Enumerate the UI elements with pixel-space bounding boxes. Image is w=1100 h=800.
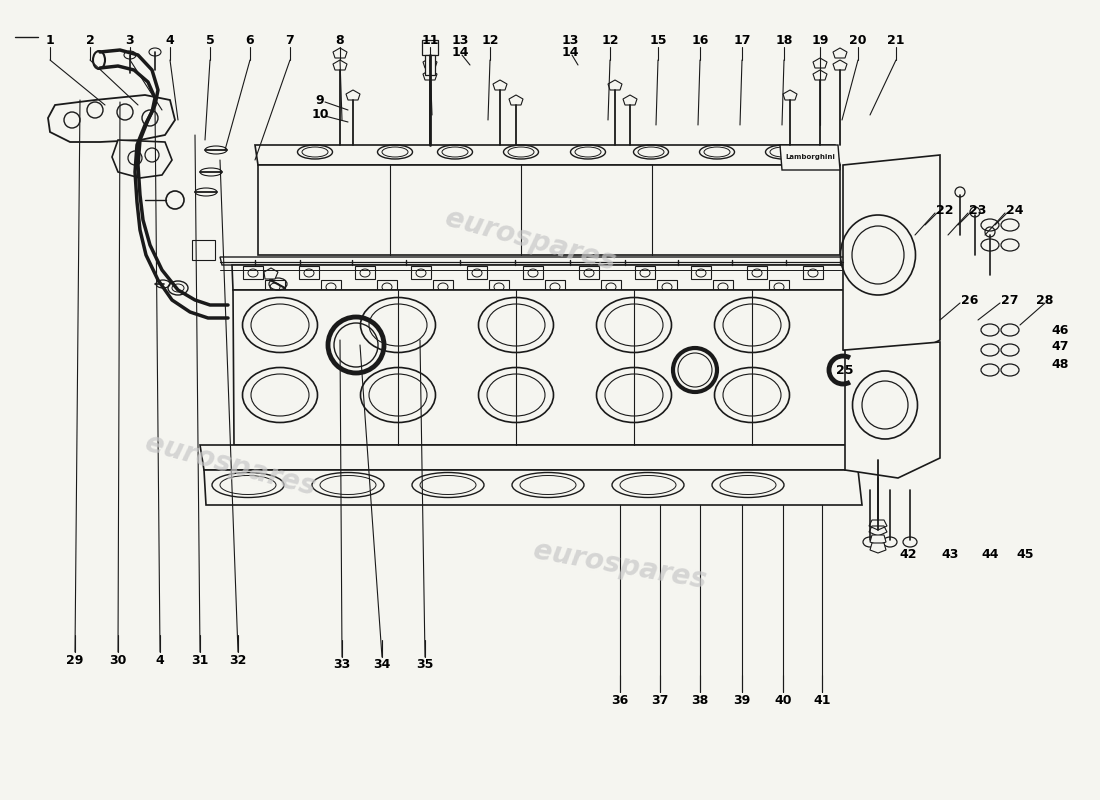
Text: 47: 47 — [1052, 341, 1069, 354]
Text: 2: 2 — [86, 34, 95, 46]
Text: 22: 22 — [936, 203, 954, 217]
Polygon shape — [845, 342, 940, 478]
Polygon shape — [870, 543, 886, 553]
Text: 28: 28 — [1036, 294, 1054, 306]
Text: 15: 15 — [649, 34, 667, 46]
Text: 25: 25 — [836, 363, 854, 377]
Text: 4: 4 — [155, 654, 164, 666]
Polygon shape — [783, 90, 798, 100]
Text: 36: 36 — [612, 694, 628, 706]
Text: 45: 45 — [1016, 549, 1034, 562]
Polygon shape — [333, 60, 346, 70]
Text: 4: 4 — [166, 34, 175, 46]
Text: 9: 9 — [316, 94, 324, 106]
Polygon shape — [833, 60, 847, 70]
Polygon shape — [258, 165, 840, 255]
Text: 34: 34 — [373, 658, 390, 671]
Text: 29: 29 — [66, 654, 84, 666]
Text: 42: 42 — [900, 549, 916, 562]
Polygon shape — [425, 55, 435, 75]
Polygon shape — [422, 40, 438, 55]
Polygon shape — [608, 80, 622, 90]
Text: eurospares: eurospares — [531, 536, 708, 594]
Text: 43: 43 — [942, 549, 959, 562]
Text: 27: 27 — [1001, 294, 1019, 306]
Text: 12: 12 — [482, 34, 498, 46]
Polygon shape — [843, 155, 940, 360]
Text: eurospares: eurospares — [441, 204, 618, 276]
Text: 7: 7 — [286, 34, 295, 46]
Text: eurospares: eurospares — [142, 429, 318, 502]
Text: 48: 48 — [1052, 358, 1069, 370]
Polygon shape — [232, 265, 850, 290]
Polygon shape — [780, 145, 840, 170]
Text: 16: 16 — [691, 34, 708, 46]
Polygon shape — [200, 445, 858, 470]
Text: 14: 14 — [561, 46, 579, 58]
Text: 1: 1 — [45, 34, 54, 46]
Text: 3: 3 — [125, 34, 134, 46]
Polygon shape — [255, 145, 840, 165]
Text: 10: 10 — [311, 109, 329, 122]
Polygon shape — [333, 48, 346, 58]
Text: 31: 31 — [191, 654, 209, 666]
Polygon shape — [424, 70, 437, 80]
Text: 30: 30 — [109, 654, 126, 666]
Text: 14: 14 — [451, 46, 469, 58]
Text: 46: 46 — [1052, 323, 1069, 337]
Polygon shape — [813, 70, 827, 80]
Text: 6: 6 — [245, 34, 254, 46]
Text: 44: 44 — [981, 549, 999, 562]
Text: 17: 17 — [734, 34, 750, 46]
Polygon shape — [220, 257, 848, 265]
Text: 19: 19 — [812, 34, 828, 46]
Text: 39: 39 — [734, 694, 750, 706]
Text: 24: 24 — [1006, 203, 1024, 217]
Polygon shape — [48, 95, 175, 142]
Text: 26: 26 — [961, 294, 979, 306]
Polygon shape — [204, 470, 862, 505]
Text: Lamborghini: Lamborghini — [785, 154, 835, 160]
Polygon shape — [813, 58, 827, 68]
Text: 12: 12 — [602, 34, 618, 46]
Text: 37: 37 — [651, 694, 669, 706]
Polygon shape — [264, 268, 278, 279]
Polygon shape — [870, 535, 886, 545]
Text: 13: 13 — [451, 34, 469, 46]
Text: 18: 18 — [776, 34, 793, 46]
Text: 38: 38 — [692, 694, 708, 706]
Text: 41: 41 — [813, 694, 830, 706]
Text: 40: 40 — [774, 694, 792, 706]
Text: 13: 13 — [561, 34, 579, 46]
Polygon shape — [112, 140, 172, 178]
Text: 21: 21 — [888, 34, 904, 46]
Text: 11: 11 — [421, 34, 439, 46]
Polygon shape — [493, 80, 507, 90]
Text: 8: 8 — [336, 34, 344, 46]
Polygon shape — [346, 90, 360, 100]
Text: 35: 35 — [416, 658, 433, 671]
Polygon shape — [833, 48, 847, 58]
Text: 5: 5 — [206, 34, 214, 46]
Polygon shape — [424, 58, 437, 68]
Polygon shape — [623, 95, 637, 105]
Text: 23: 23 — [969, 203, 987, 217]
Polygon shape — [509, 95, 522, 105]
Polygon shape — [233, 290, 852, 445]
Text: 32: 32 — [229, 654, 246, 666]
Text: 20: 20 — [849, 34, 867, 46]
Polygon shape — [192, 240, 215, 260]
Text: 33: 33 — [333, 658, 351, 671]
